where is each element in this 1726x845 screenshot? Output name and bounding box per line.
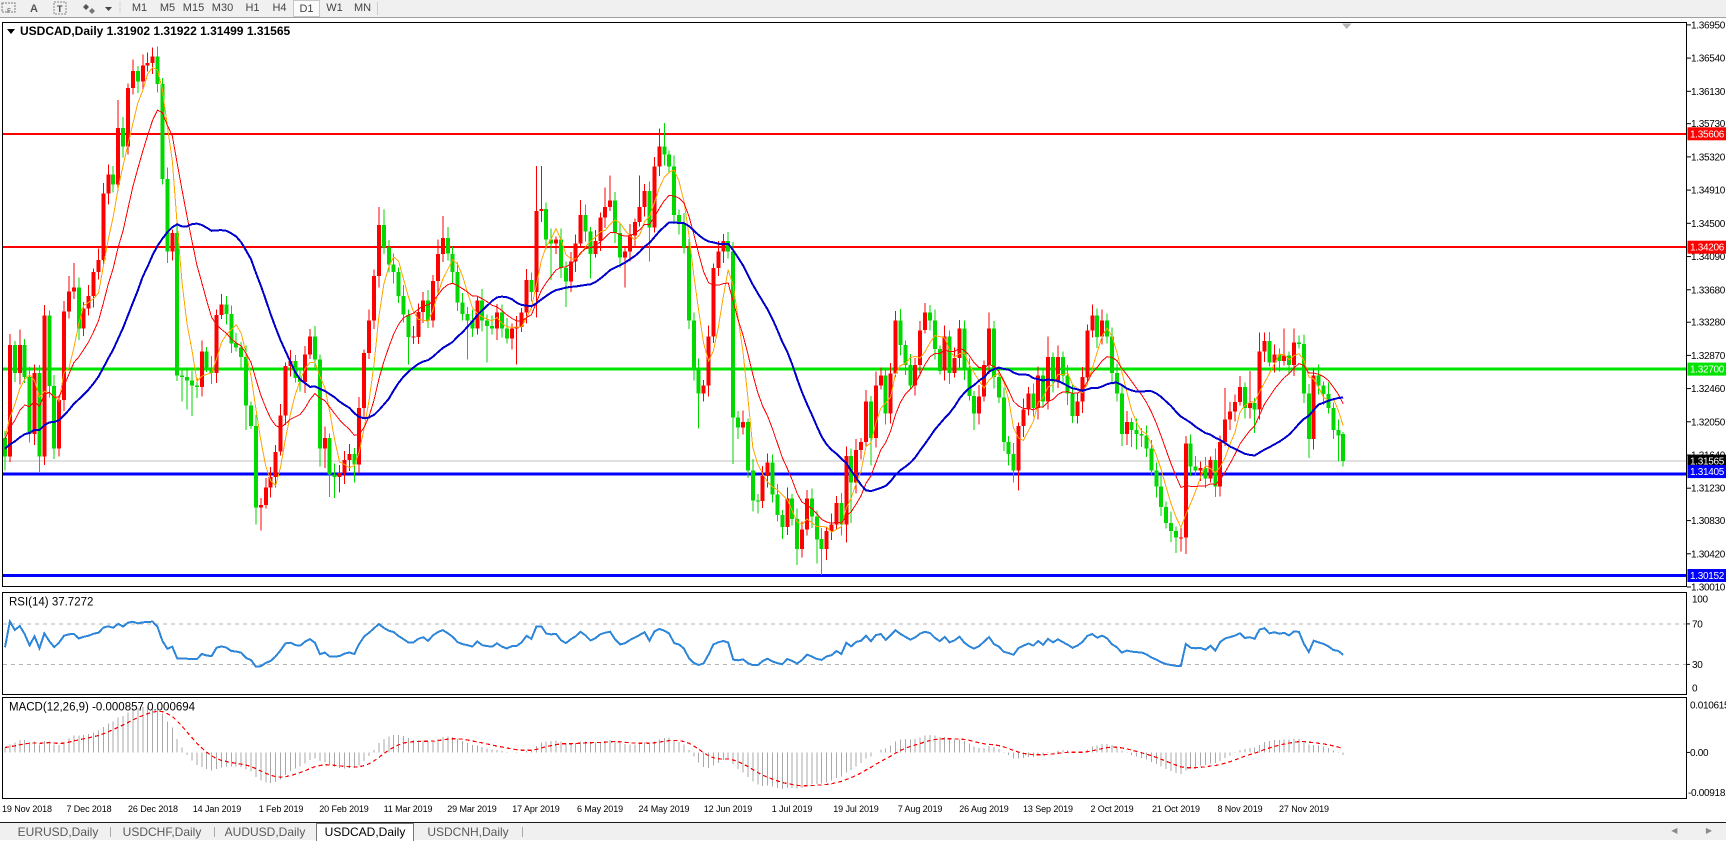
svg-text:70: 70 <box>1692 619 1703 630</box>
svg-text:19 Jul 2019: 19 Jul 2019 <box>833 804 879 814</box>
svg-text:29 Mar 2019: 29 Mar 2019 <box>447 804 497 814</box>
svg-text:1.35606: 1.35606 <box>1690 129 1725 140</box>
svg-text:27 Nov 2019: 27 Nov 2019 <box>1279 804 1329 814</box>
svg-text:1.30420: 1.30420 <box>1691 549 1726 560</box>
svg-text:1.32700: 1.32700 <box>1690 365 1725 376</box>
svg-text:1.33680: 1.33680 <box>1691 285 1726 296</box>
svg-text:0.010615: 0.010615 <box>1690 701 1726 712</box>
svg-text:1.36540: 1.36540 <box>1691 54 1726 65</box>
svg-text:1.34500: 1.34500 <box>1691 219 1726 230</box>
svg-text:1.30010: 1.30010 <box>1691 583 1726 594</box>
svg-text:30: 30 <box>1692 660 1703 671</box>
svg-text:13 Sep 2019: 13 Sep 2019 <box>1023 804 1073 814</box>
svg-text:1.32870: 1.32870 <box>1691 351 1726 362</box>
svg-text:17 Apr 2019: 17 Apr 2019 <box>512 804 560 814</box>
svg-text:2 Oct 2019: 2 Oct 2019 <box>1090 804 1133 814</box>
svg-text:1.34206: 1.34206 <box>1690 243 1725 254</box>
svg-text:7 Aug 2019: 7 Aug 2019 <box>898 804 943 814</box>
svg-text:6 May 2019: 6 May 2019 <box>577 804 623 814</box>
svg-text:1.30152: 1.30152 <box>1690 571 1725 582</box>
svg-text:0: 0 <box>1692 683 1698 694</box>
svg-text:1.34910: 1.34910 <box>1691 186 1726 197</box>
svg-text:14 Jan 2019: 14 Jan 2019 <box>193 804 242 814</box>
svg-text:1 Jul 2019: 1 Jul 2019 <box>772 804 813 814</box>
svg-text:1.31405: 1.31405 <box>1690 467 1725 478</box>
svg-text:7 Dec 2018: 7 Dec 2018 <box>66 804 111 814</box>
svg-text:26 Dec 2018: 26 Dec 2018 <box>128 804 178 814</box>
svg-text:1.31230: 1.31230 <box>1691 484 1726 495</box>
svg-text:19 Nov 2018: 19 Nov 2018 <box>2 804 52 814</box>
svg-text:1 Feb 2019: 1 Feb 2019 <box>259 804 304 814</box>
svg-text:USDCAD,Daily 1.31902 1.31922: USDCAD,Daily 1.31902 1.31922 1.31499 1.3… <box>20 24 291 38</box>
svg-text:11 Mar 2019: 11 Mar 2019 <box>384 804 433 814</box>
svg-text:1.35320: 1.35320 <box>1691 152 1726 163</box>
svg-text:RSI(14) 37.7272: RSI(14) 37.7272 <box>9 597 93 609</box>
svg-text:8 Nov 2019: 8 Nov 2019 <box>1217 804 1262 814</box>
svg-text:MACD(12,26,9) -0.000857 0.0006: MACD(12,26,9) -0.000857 0.000694 <box>9 702 196 714</box>
svg-text:T: T <box>57 4 63 14</box>
svg-text:21 Oct 2019: 21 Oct 2019 <box>1152 804 1200 814</box>
svg-text:1.33280: 1.33280 <box>1691 318 1726 329</box>
svg-text:1.30830: 1.30830 <box>1691 516 1726 527</box>
svg-text:A: A <box>30 3 38 15</box>
svg-text:12 Jun 2019: 12 Jun 2019 <box>704 804 753 814</box>
svg-text:F: F <box>7 9 11 15</box>
svg-text:1.32460: 1.32460 <box>1691 384 1726 395</box>
svg-text:0.00: 0.00 <box>1690 748 1709 759</box>
svg-text:20 Feb 2019: 20 Feb 2019 <box>319 804 369 814</box>
svg-text:1.36950: 1.36950 <box>1691 20 1726 31</box>
svg-text:24 May 2019: 24 May 2019 <box>639 804 690 814</box>
svg-text:1.32050: 1.32050 <box>1691 417 1726 428</box>
svg-text:100: 100 <box>1692 594 1709 605</box>
svg-text:1.36130: 1.36130 <box>1691 87 1726 98</box>
svg-text:1.34090: 1.34090 <box>1691 252 1726 263</box>
svg-text:26 Aug 2019: 26 Aug 2019 <box>959 804 1009 814</box>
